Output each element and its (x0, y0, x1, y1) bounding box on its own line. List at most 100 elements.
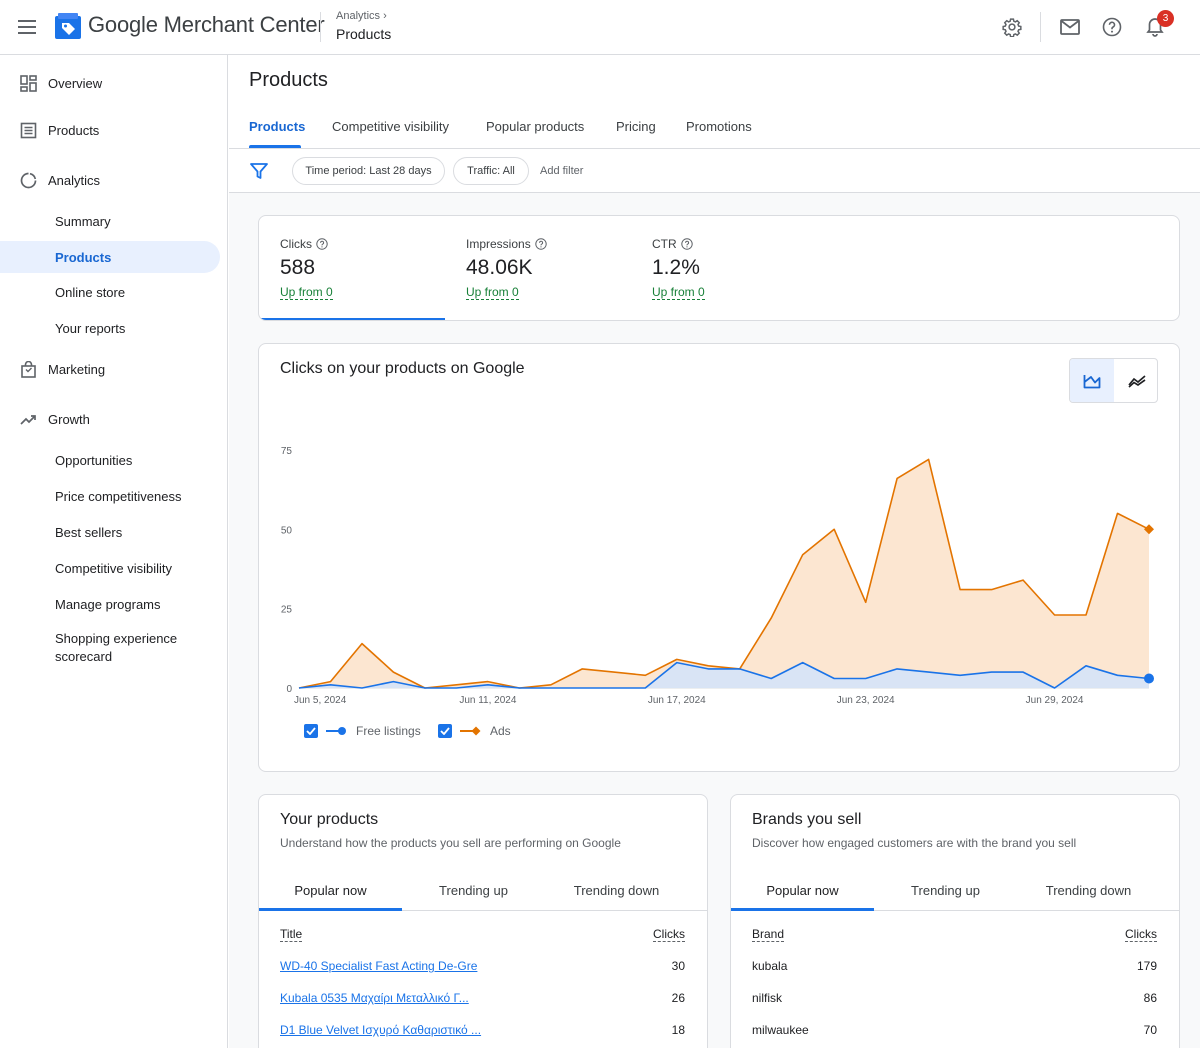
tab-competitive-visibility[interactable]: Competitive visibility (332, 119, 450, 134)
your-products-tabs: Popular now Trending up Trending down (259, 871, 707, 911)
dashboard-icon (20, 75, 37, 92)
tab-trending-down[interactable]: Trending down (573, 882, 660, 898)
metric-clicks[interactable]: Clicks 588 Up from 0 (259, 216, 445, 320)
sidebar-item-your-reports[interactable]: Your reports (55, 321, 126, 336)
series-end-marker-ads (1144, 524, 1154, 535)
brands-tabs: Popular now Trending up Trending down (731, 871, 1179, 911)
metric-ctr[interactable]: CTR 1.2% Up from 0 (652, 237, 705, 300)
shopping-bag-icon (21, 361, 36, 378)
clicks-chart-card: Clicks on your products on Google 0 25 50 7… (258, 343, 1180, 772)
sidebar-item-opportunities[interactable]: Opportunities (55, 453, 133, 468)
checkbox-checked-icon[interactable] (304, 724, 318, 738)
x-tick-label: Jun 29, 2024 (1026, 695, 1084, 706)
metric-impressions[interactable]: Impressions 48.06K Up from 0 (445, 216, 631, 320)
tab-promotions[interactable]: Promotions (686, 119, 752, 134)
metric-value: 48.06K (466, 256, 533, 279)
divider (320, 12, 321, 42)
sidebar-item-best-sellers[interactable]: Best sellers (55, 525, 123, 540)
series-area-free-listings (299, 662, 1149, 688)
clicks-area-chart: 0 25 50 75 Jun 5, 2024 Jun 11, 2024 Jun 17, 20… (281, 446, 1154, 706)
menu-icon[interactable] (10, 10, 44, 44)
traffic-filter-chip[interactable]: Traffic: All (453, 157, 529, 185)
column-header-clicks[interactable]: Clicks (653, 927, 685, 942)
sidebar-item-online-store[interactable]: Online store (55, 285, 126, 300)
line-chart-view-button[interactable] (1115, 359, 1157, 402)
notification-count-badge: 3 (1157, 10, 1174, 27)
tab-popular-now[interactable]: Popular now (766, 882, 839, 898)
brand-name: milwaukee (752, 1023, 809, 1037)
column-header-clicks[interactable]: Clicks (1125, 927, 1157, 942)
tab-popular-products[interactable]: Popular products (486, 119, 585, 134)
sidebar-item-manage-programs[interactable]: Manage programs (55, 597, 161, 612)
app-name[interactable]: Google Merchant Center (88, 12, 325, 37)
card-title: Your products (280, 811, 379, 828)
top-app-bar: Google Merchant Center Analytics › Produ… (0, 0, 1200, 55)
brands-card: Brands you sell Discover how engaged cus… (730, 794, 1180, 1048)
y-tick-label: 75 (281, 446, 293, 457)
legend-ads[interactable]: Ads (438, 722, 511, 740)
card-title: Brands you sell (752, 811, 862, 828)
your-products-card: Your products Understand how the product… (258, 794, 708, 1048)
checkbox-checked-icon[interactable] (438, 724, 452, 738)
page-title: Products (249, 69, 328, 91)
sidebar-item-products[interactable]: Products (0, 114, 220, 146)
tab-products[interactable]: Products (249, 119, 306, 134)
sidebar-item-competitive-visibility[interactable]: Competitive visibility (55, 561, 173, 576)
product-title-link[interactable]: D1 Blue Velvet Ισχυρό Καθαριστικό ... (280, 1023, 482, 1037)
x-tick-label: Jun 11, 2024 (459, 695, 517, 706)
area-chart-view-button[interactable] (1070, 359, 1114, 402)
sidebar-item-overview[interactable]: Overview (0, 67, 220, 99)
tab-popular-now[interactable]: Popular now (294, 882, 367, 898)
chart-title: Clicks on your products on Google (280, 360, 525, 377)
tab-pricing[interactable]: Pricing (616, 119, 656, 134)
breadcrumb-current: Products (336, 26, 392, 42)
column-header-brand[interactable]: Brand (752, 927, 785, 942)
sidebar-item-label: Marketing (48, 361, 106, 377)
sidebar-item-analytics[interactable]: Analytics (0, 164, 220, 196)
x-tick-label: Jun 5, 2024 (294, 695, 347, 706)
active-tab-indicator (249, 145, 301, 148)
sidebar-nav: Overview Products Analytics Summary Prod… (0, 55, 228, 1048)
trending-up-icon (20, 415, 36, 425)
info-help-icon[interactable] (680, 238, 693, 250)
series-line-ads (298, 458, 1150, 689)
add-filter-button[interactable]: Add filter (540, 165, 584, 177)
metric-delta: Up from 0 (466, 285, 519, 300)
sidebar-item-shopping-experience-scorecard[interactable]: Shopping experience scorecard (55, 631, 178, 664)
breadcrumb-parent[interactable]: Analytics › (336, 10, 387, 22)
sidebar-item-growth[interactable]: Growth (0, 403, 220, 435)
card-description: Understand how the products you sell are… (280, 836, 621, 850)
product-title-link[interactable]: Kubala 0535 Μαχαίρι Μεταλλικό Γ... (280, 991, 469, 1005)
metrics-card: Clicks 588 Up from 0 Impressions 48.06K … (258, 215, 1180, 321)
metric-value: 1.2% (652, 256, 700, 279)
tab-trending-up[interactable]: Trending up (439, 882, 508, 898)
product-title-link[interactable]: WD-40 Specialist Fast Acting De-Gre (280, 959, 478, 973)
sidebar-item-label: Growth (48, 411, 90, 427)
line-series-marker-icon (326, 727, 346, 735)
brand-name: kubala (752, 959, 788, 973)
brand-clicks: 70 (1143, 1023, 1157, 1037)
area-chart-icon (1083, 374, 1101, 388)
tab-trending-down[interactable]: Trending down (1045, 882, 1132, 898)
time-period-filter-chip[interactable]: Time period: Last 28 days (292, 157, 445, 185)
selected-metric-indicator (259, 318, 445, 320)
column-header-title[interactable]: Title (280, 927, 303, 942)
sidebar-item-summary[interactable]: Summary (55, 214, 111, 229)
card-description: Discover how engaged customers are with … (752, 836, 1077, 850)
sidebar-item-marketing[interactable]: Marketing (0, 353, 220, 385)
main-content: Products Products Competitive visibility… (229, 55, 1200, 1048)
sidebar-item-analytics-products[interactable]: Products (0, 241, 220, 273)
info-help-icon[interactable] (534, 238, 547, 250)
legend-label: Ads (490, 724, 511, 738)
settings-gear-icon[interactable] (996, 11, 1028, 43)
mail-icon[interactable] (1054, 11, 1086, 43)
help-icon[interactable] (1096, 11, 1128, 43)
filter-icon[interactable] (249, 161, 269, 181)
sidebar-item-price-competitiveness[interactable]: Price competitiveness (55, 489, 182, 504)
chevron-right-icon: › (383, 10, 387, 22)
merchant-center-logo-icon[interactable] (55, 13, 81, 39)
info-help-icon[interactable] (316, 238, 328, 250)
page-header: Products Products Competitive visibility… (229, 55, 1200, 149)
legend-free-listings[interactable]: Free listings (304, 722, 421, 740)
tab-trending-up[interactable]: Trending up (911, 882, 980, 898)
